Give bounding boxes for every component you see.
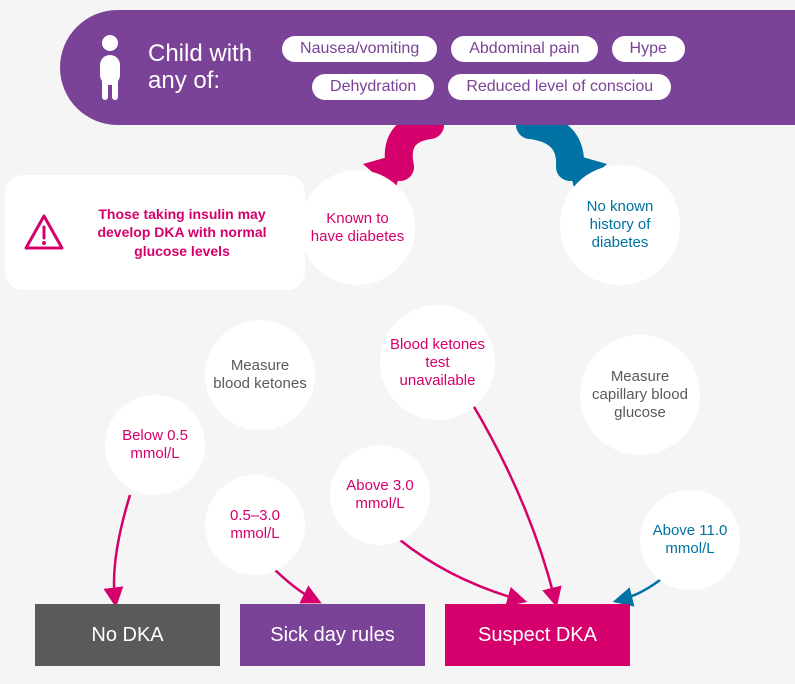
symptom-pill: Abdominal pain <box>451 36 597 62</box>
symptom-pill: Nausea/vomiting <box>282 36 437 62</box>
symptom-pill: Dehydration <box>312 74 434 100</box>
outcome-box: Sick day rules <box>240 604 425 666</box>
symptom-pills: Nausea/vomiting Abdominal pain Hype Dehydr… <box>282 36 685 100</box>
node-range: 0.5–3.0 mmol/L <box>205 475 305 575</box>
header-bar: Child with any of: Nausea/vomiting Abdomi… <box>60 10 795 125</box>
node-unavail: Blood ketones test unavailable <box>380 305 495 420</box>
node-below05: Below 0.5 mmol/L <box>105 395 205 495</box>
node-known: Known to have diabetes <box>300 170 415 285</box>
header-title: Child with any of: <box>148 41 252 94</box>
info-box: Those taking insulin may develop DKA wit… <box>5 175 305 290</box>
node-capglu: Measure capillary blood glucose <box>580 335 700 455</box>
outcome-box: No DKA <box>35 604 220 666</box>
warning-icon <box>23 212 65 254</box>
symptom-pill: Reduced level of consciou <box>448 74 671 100</box>
symptom-pill: Hype <box>612 36 685 62</box>
node-above11: Above 11.0 mmol/L <box>640 490 740 590</box>
outcome-box: Suspect DKA <box>445 604 630 666</box>
node-noknown: No known history of diabetes <box>560 165 680 285</box>
node-ketones: Measure blood ketones <box>205 320 315 430</box>
flowchart-canvas: Child with any of: Nausea/vomiting Abdomi… <box>0 0 795 684</box>
person-icon <box>90 33 130 103</box>
info-text: Those taking insulin may develop DKA wit… <box>77 205 287 260</box>
node-above3: Above 3.0 mmol/L <box>330 445 430 545</box>
